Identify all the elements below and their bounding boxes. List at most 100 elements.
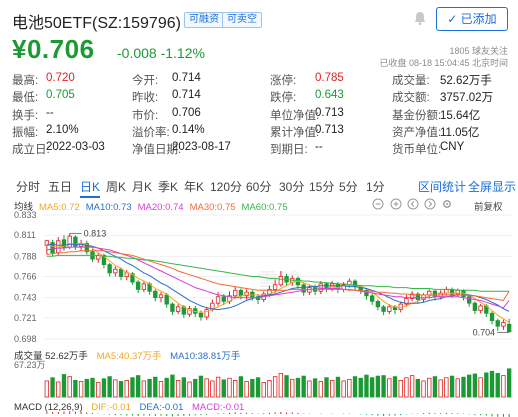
interval-stats-link[interactable]: 区间统计	[418, 180, 467, 194]
cumulative-nav-value: 0.713	[315, 123, 344, 136]
candle-body	[198, 312, 204, 318]
candle-body	[301, 284, 306, 293]
ma-legend-item: MA30:0.75	[189, 202, 236, 213]
ma-legend-item: MA10:0.73	[85, 202, 132, 213]
ma-line	[46, 243, 510, 312]
volume-bar	[101, 378, 107, 398]
tab-12[interactable]: 1分	[366, 180, 385, 194]
net-assets-value: 11.05亿	[440, 126, 480, 139]
volume-bar	[484, 372, 489, 398]
volume-bar	[136, 375, 141, 398]
zoom-out-icon[interactable]	[372, 198, 384, 210]
candle-body	[381, 306, 386, 312]
macd-chart[interactable]	[0, 411, 518, 417]
stats-row: 成立日: 2022-03-03 净值日期: 2023-08-17 到期日: -- 货币单位:…	[12, 141, 512, 158]
tab-7[interactable]: 120分	[210, 180, 243, 194]
volume-bar	[67, 376, 72, 398]
nav-date-label: 净值日期:	[132, 144, 182, 157]
tab-11[interactable]: 5分	[339, 180, 358, 194]
unit-nav-label: 单位净值:	[270, 109, 320, 122]
volume-bar	[158, 381, 164, 398]
tab-6[interactable]: 年K	[184, 180, 205, 194]
volume-bar	[415, 378, 420, 398]
price-change: -0.008 -1.12%	[117, 45, 205, 61]
volume-bar	[318, 381, 323, 398]
volume-label: 成交量:	[392, 75, 430, 87]
volume-bar	[295, 377, 301, 398]
volume-bar	[124, 380, 129, 398]
turnover-rate-label: 换手:	[12, 109, 39, 122]
volume-bar	[472, 373, 478, 398]
period-tabs: 分时 五日 日K 周K 月K 季K 年K 120分 60分 30分 15分 5分 1分 区间统计 全屏显示	[16, 178, 517, 198]
fullscreen-link[interactable]: 全屏显示	[468, 180, 517, 194]
limit-up-value: 0.785	[315, 72, 344, 84]
prev-close-value: 0.714	[172, 89, 201, 102]
tab-5[interactable]: 季K	[158, 180, 179, 194]
volume-bar	[84, 378, 89, 398]
limit-down-label: 跌停:	[270, 92, 297, 105]
limit-down-value: 0.643	[315, 89, 344, 102]
currency-label: 货币单位:	[392, 144, 442, 157]
fund-shares-value: 15.64亿	[440, 109, 481, 122]
volume-bar	[44, 380, 50, 398]
low-annotation: 0.704	[473, 328, 496, 338]
price-axis-label: 0.788	[14, 251, 37, 261]
tab-2[interactable]: 日K	[80, 178, 101, 198]
candle-body	[107, 264, 112, 274]
volume-bar	[181, 377, 186, 398]
candle-body	[136, 281, 141, 290]
volume-bar	[238, 376, 244, 398]
candle-body	[244, 291, 249, 297]
stats-row: 最高: 0.720 今开: 0.714 涨停: 0.785 成交量: 52.62万手	[12, 72, 512, 89]
inception-date-value: 2022-03-03	[46, 141, 105, 154]
volume-bar	[324, 377, 329, 398]
followed-button[interactable]: ✓ 已添加	[436, 7, 508, 31]
bell-icon[interactable]	[412, 10, 428, 26]
tab-4[interactable]: 月K	[132, 180, 153, 194]
unit-nav-value: 0.713	[315, 106, 344, 119]
tab-3[interactable]: 周K	[106, 180, 127, 194]
volume-bar	[427, 377, 432, 398]
adjust-mode[interactable]: 前复权	[474, 202, 503, 213]
margin-finance-tag: 可融资	[184, 12, 224, 28]
tab-0[interactable]: 分时	[16, 180, 41, 194]
ma-legend: 均线 MA5:0.72 MA10:0.73 MA20:0.74 MA30:0.75 MA6…	[14, 199, 288, 213]
macd-dif: DIF:-0.01	[91, 402, 131, 413]
volume-bar	[244, 381, 249, 398]
kline-chart[interactable]: 0.833 0.811 0.788 0.766 0.743 0.721 0.698 雪球 0.8…	[0, 209, 518, 344]
turnover-amount-label: 成交额:	[392, 92, 430, 105]
candle-body	[398, 303, 403, 311]
tab-10[interactable]: 15分	[309, 180, 335, 194]
change-percent: -1.12%	[160, 45, 205, 61]
low-label: 最低:	[12, 92, 39, 105]
prev-close-label: 昨收:	[132, 92, 159, 105]
high-label: 最高:	[12, 75, 39, 87]
fund-shares-label: 基金份额:	[392, 109, 442, 122]
volume-bar	[341, 380, 346, 398]
ma-line	[46, 250, 510, 301]
open-value: 0.714	[172, 72, 201, 84]
tab-9[interactable]: 30分	[279, 180, 305, 194]
zoom-in-icon[interactable]	[390, 198, 402, 210]
short-sell-tag: 可卖空	[222, 12, 262, 28]
tab-8[interactable]: 60分	[246, 180, 272, 194]
tab-1[interactable]: 五日	[48, 180, 73, 194]
volume-bar	[130, 377, 135, 398]
volume-chart[interactable]: 67.23万	[0, 359, 518, 399]
volume-bar	[335, 376, 341, 398]
settings-icon[interactable]	[441, 198, 453, 210]
scroll-right-icon[interactable]	[424, 198, 436, 210]
volume-bar	[364, 374, 369, 398]
scroll-left-icon[interactable]	[407, 198, 419, 210]
volume-bar	[387, 378, 392, 398]
volume-bar	[455, 378, 460, 398]
volume-bar	[421, 380, 426, 398]
volume-axis-label: 67.23万	[14, 360, 46, 370]
candle-body	[472, 302, 478, 311]
volume-bar	[50, 377, 55, 398]
candle-body	[427, 290, 432, 296]
premium-rate-label: 溢价率:	[132, 126, 170, 139]
volume-bar	[352, 376, 358, 398]
price-axis-label: 0.766	[14, 272, 37, 282]
volume-bar	[198, 375, 204, 398]
